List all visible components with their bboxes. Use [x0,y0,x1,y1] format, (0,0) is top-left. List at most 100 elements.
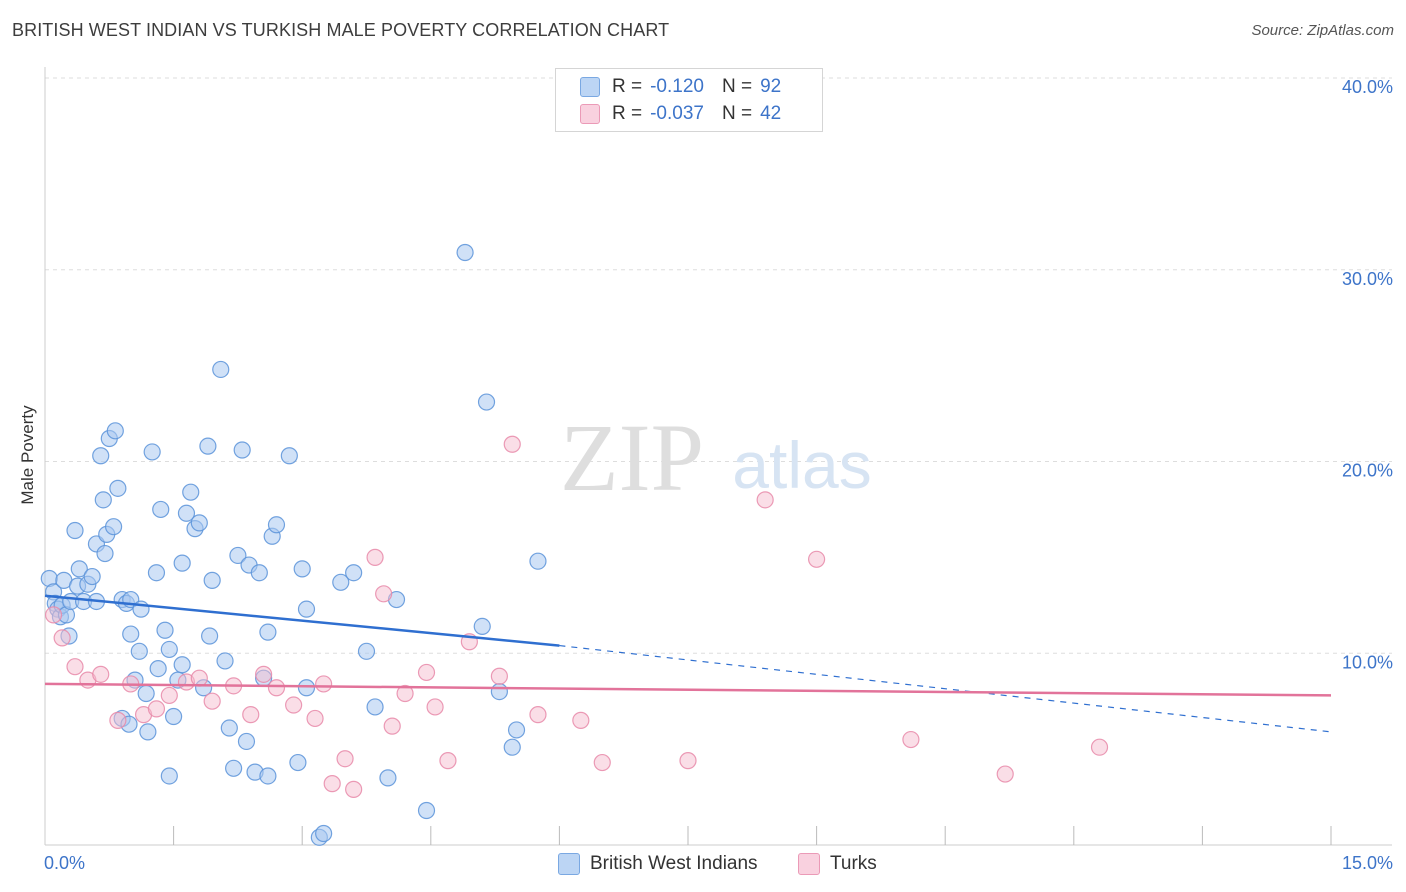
british-west-indian-point [199,437,217,455]
british-west-indian-point [152,500,170,519]
turk-trendline [44,682,1332,697]
turk-point [396,684,414,703]
british-west-indian-point [280,447,298,465]
y-tick-label: 30.0% [1342,269,1393,289]
y-tick-label: 40.0% [1342,77,1393,97]
bottom-legend-label: Turks [830,853,877,874]
british-west-indian-point [332,573,350,591]
bottom-legend-label: British West Indians [590,853,758,874]
legend-row-pink: R = -0.037 N = 42 [580,102,781,126]
turk-point [345,780,363,798]
turk-point [336,750,354,768]
british-west-indian-point [507,721,526,739]
british-west-indian-point [250,564,268,582]
british-west-indian-point [104,518,123,536]
turk-point [996,765,1014,783]
turk-point [323,775,341,793]
tick-label-layer: 10.0% 20.0% 30.0% 40.0% 0.0% 15.0% [44,77,1393,873]
british-west-indian-point [130,642,148,660]
x-tick-label-min: 0.0% [44,853,85,873]
british-west-indian-point [237,732,256,751]
british-west-indian-point [139,723,157,741]
british-west-indian-point [156,621,174,639]
british-west-indian-point [92,447,110,465]
legend-swatch-blue [580,77,600,97]
british-west-indian-point [173,554,191,572]
turk-point [109,711,127,729]
turk-point [147,700,166,718]
legend-n-label: N = [721,76,753,97]
british-west-indian-point [216,652,234,670]
british-west-indian-point [473,617,491,636]
turk-point [572,711,590,729]
british-west-indian-point [345,564,363,582]
watermark-zip: ZIP [560,404,704,511]
british-west-indian-point [160,767,178,785]
bottom-swatch-pink [798,853,820,875]
turk-point [66,658,84,676]
turk-point [503,435,521,453]
british-west-indian-point [297,600,316,618]
bottom-legend-turks: Turks [798,851,877,877]
legend-r-value: -0.120 [650,76,704,97]
turk-point [315,675,333,693]
british-west-indian-point [233,441,251,459]
watermark: ZIP atlas [560,404,872,511]
turk-point [203,692,221,710]
legend-n-value: 42 [760,103,782,124]
british-west-indian-point [225,759,243,777]
british-west-indian-point [315,824,333,843]
stats-legend: R = -0.120 N = 92 R = -0.037 N = 42 [555,68,823,132]
british-west-indian-point [259,767,277,785]
british-west-indian-point [106,422,124,440]
turk-point [242,706,260,724]
turk-point [902,730,920,749]
bottom-legend-british-west-indians: British West Indians [558,851,758,877]
british-west-indian-point [289,753,307,772]
y-tick-label: 20.0% [1342,461,1393,481]
turk-point [807,550,826,568]
british-west-indian-point [366,698,384,716]
turk-point [92,665,110,683]
turk-point [490,667,508,685]
turk-point [160,686,178,705]
y-tick-label: 10.0% [1342,652,1393,672]
turk-point [267,679,286,697]
british-west-indian-point [96,544,114,563]
british-west-indian-trendline [44,594,560,647]
grid-layer [45,77,1392,654]
british-west-indian-point [137,684,155,703]
chart-title: BRITISH WEST INDIAN VS TURKISH MALE POVE… [12,20,670,40]
british-west-indian-point [293,560,311,578]
british-west-indian-point [203,571,221,589]
turk-point [375,585,393,603]
turk-point [44,606,63,624]
british-west-indian-point [220,719,238,737]
british-west-indian-point [122,625,140,643]
british-west-indian-point [94,491,112,509]
turk-point [426,698,444,716]
british-west-indian-point [456,243,474,262]
turk-point [366,548,384,566]
turk-point [529,706,547,724]
legend-row-blue: R = -0.120 N = 92 [580,75,781,99]
british-west-indian-point [70,560,88,578]
british-west-indian-point [173,656,191,674]
legend-n-label: N = [721,103,753,124]
y-axis-label: Male Poverty [18,405,37,505]
british-west-indian-point [357,642,376,660]
turk-point [439,752,457,770]
turk-point [383,717,401,735]
watermark-atlas: atlas [732,428,871,502]
british-west-indian-point [417,801,436,820]
british-west-indian-point [165,707,183,726]
british-west-indian-point [229,546,247,565]
british-west-indian-point [490,682,508,701]
british-west-indian-point [190,514,208,532]
british-west-indian-point [503,738,521,756]
x-tick-label-max: 15.0% [1342,853,1393,873]
british-west-indian-point [379,769,397,787]
british-west-indian-point [147,564,166,582]
british-west-indian-point [267,516,286,534]
